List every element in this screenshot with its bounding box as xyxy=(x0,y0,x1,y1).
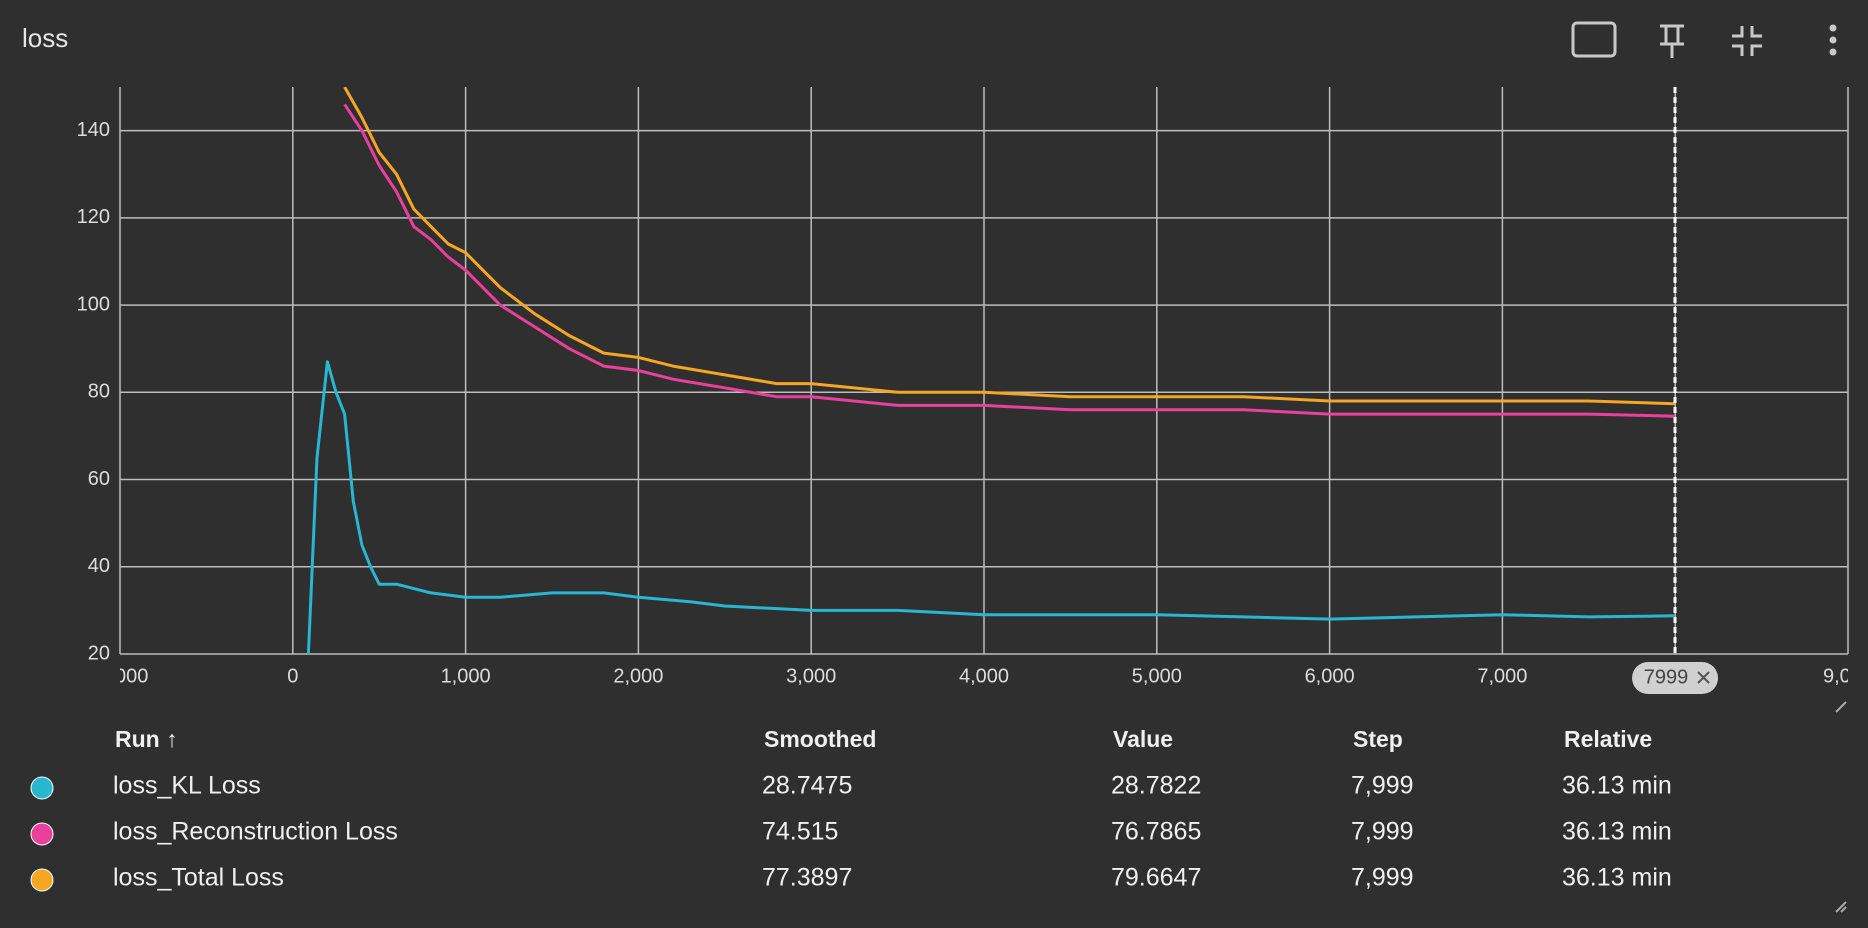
x-tick-label: 3,000 xyxy=(786,665,836,687)
grid: 20 40 60 80 100 120 140 xyxy=(77,87,1849,664)
collapse-icon[interactable] xyxy=(1732,26,1762,56)
cursor-label: 7999 xyxy=(1644,666,1689,688)
table-cell: 74.515 xyxy=(762,818,838,846)
run-name: loss_KL Loss xyxy=(113,772,261,800)
table-cell: 79.6647 xyxy=(1111,864,1201,892)
x-tick-label: 9,000 xyxy=(1823,665,1868,687)
plot-area xyxy=(306,87,1676,654)
series-line xyxy=(343,87,1676,406)
table-cell: 36.13 min xyxy=(1562,772,1672,800)
table-cell: 7,999 xyxy=(1351,772,1414,800)
y-tick-label: 20 xyxy=(88,642,110,664)
fit-icon[interactable] xyxy=(1571,21,1617,58)
pin-icon[interactable] xyxy=(1660,24,1684,58)
series-line xyxy=(343,103,1676,418)
menu-icon[interactable] xyxy=(1829,24,1837,56)
table-cell: 28.7822 xyxy=(1111,772,1201,800)
panel-title: loss xyxy=(22,23,68,53)
y-tick-label: 80 xyxy=(88,381,110,403)
series-line xyxy=(306,360,1676,654)
y-tick-label: 40 xyxy=(88,555,110,577)
cursor-chip[interactable] xyxy=(1632,662,1719,694)
table-cell: 28.7475 xyxy=(762,772,852,800)
table-cell: 76.7865 xyxy=(1111,818,1201,846)
column-header[interactable]: Run ↑ xyxy=(115,726,178,752)
table: Run ↑ Smoothed Value Step Relative loss_KL Lo… xyxy=(30,726,1672,892)
run-color xyxy=(30,822,54,846)
table-cell: 36.13 min xyxy=(1562,864,1672,892)
x-axis: -1,000 0 1,000 2,000 3,000 4,000 5,000 6,000 7,0… xyxy=(92,665,1868,687)
y-tick-label: 120 xyxy=(77,206,110,228)
x-tick-label: -1,000 xyxy=(92,665,149,687)
toolbar xyxy=(1571,21,1837,58)
column-header[interactable]: Value xyxy=(1113,726,1173,752)
y-tick-label: 140 xyxy=(77,119,110,141)
x-tick-label: 7,000 xyxy=(1477,665,1527,687)
column-header[interactable]: Smoothed xyxy=(764,726,876,752)
x-tick-label: 5,000 xyxy=(1132,665,1182,687)
run-color xyxy=(30,868,54,892)
resize-handle[interactable] xyxy=(1835,701,1847,913)
table-cell: 77.3897 xyxy=(762,864,852,892)
table-cell: 7,999 xyxy=(1351,864,1414,892)
x-tick-label: 1,000 xyxy=(441,665,491,687)
y-tick-label: 100 xyxy=(77,293,110,315)
cursor-close[interactable] xyxy=(1697,671,1710,684)
x-tick-label: 0 xyxy=(287,665,298,687)
column-header[interactable]: Step xyxy=(1353,726,1403,752)
run-color xyxy=(30,776,54,800)
run-name: loss_Total Loss xyxy=(113,864,284,892)
x-tick-label: 6,000 xyxy=(1305,665,1355,687)
table-cell: 36.13 min xyxy=(1562,818,1672,846)
y-tick-label: 60 xyxy=(88,468,110,490)
x-tick-label: 2,000 xyxy=(613,665,663,687)
column-header[interactable]: Relative xyxy=(1564,726,1652,752)
table-cell: 7,999 xyxy=(1351,818,1414,846)
run-name: loss_Reconstruction Loss xyxy=(113,818,398,846)
x-tick-label: 4,000 xyxy=(959,665,1009,687)
